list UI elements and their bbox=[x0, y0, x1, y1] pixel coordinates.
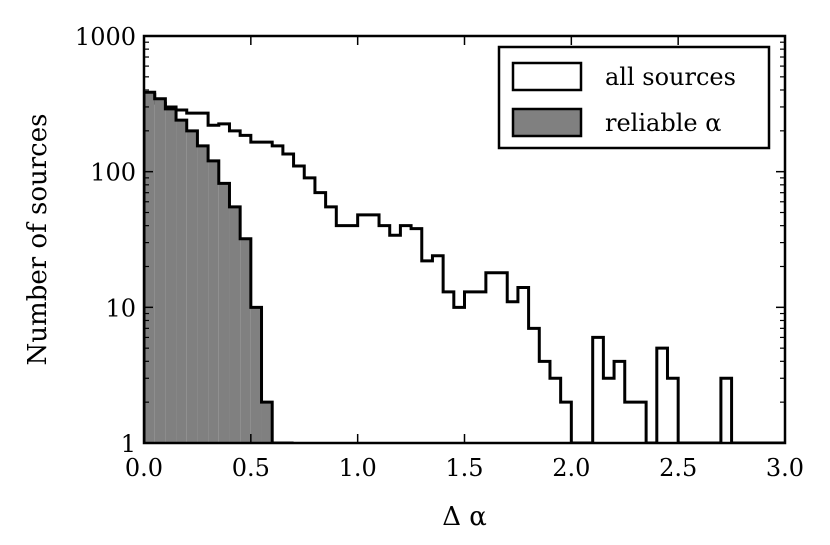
series-layer bbox=[144, 90, 785, 443]
histogram-bin bbox=[550, 378, 561, 443]
histogram-bin bbox=[250, 307, 262, 443]
histogram-bin bbox=[603, 378, 614, 443]
x-tick-label: 3.0 bbox=[766, 454, 804, 482]
histogram-bin bbox=[465, 292, 476, 443]
histogram-bin bbox=[486, 273, 497, 443]
legend: all sources reliable α bbox=[497, 45, 771, 150]
histogram-bin bbox=[336, 226, 347, 443]
histogram-bin bbox=[432, 256, 443, 443]
histogram-bin bbox=[411, 229, 422, 443]
legend-swatch bbox=[511, 107, 583, 138]
histogram-bin bbox=[283, 154, 294, 443]
y-tick-label: 10 bbox=[105, 294, 136, 322]
y-tick-label: 100 bbox=[90, 159, 136, 187]
histogram-bin bbox=[657, 348, 668, 443]
histogram-bin bbox=[529, 328, 540, 443]
histogram-bin bbox=[326, 207, 337, 443]
histogram-bin bbox=[422, 261, 433, 443]
histogram-bin bbox=[507, 302, 518, 443]
histogram-bin bbox=[379, 226, 390, 443]
x-tick-label: 0.0 bbox=[125, 454, 163, 482]
histogram-bin bbox=[262, 142, 273, 443]
histogram-bin bbox=[614, 361, 625, 443]
histogram-bin bbox=[165, 108, 177, 443]
histogram-bin bbox=[261, 402, 273, 443]
histogram-bin bbox=[315, 193, 326, 443]
histogram-bin bbox=[240, 238, 251, 443]
y-tick-label: 1000 bbox=[75, 23, 136, 51]
histogram-bin bbox=[294, 166, 305, 443]
y-axis-label: Number of sources bbox=[23, 114, 53, 366]
histogram-bin bbox=[176, 120, 187, 443]
histogram-bin bbox=[229, 206, 241, 443]
histogram-bin bbox=[197, 145, 209, 443]
histogram-bin bbox=[625, 402, 636, 443]
series-0 bbox=[144, 93, 785, 443]
histogram-bin bbox=[186, 130, 198, 443]
histogram-bin bbox=[347, 226, 358, 443]
x-axis-label: Δ α bbox=[442, 502, 487, 532]
histogram-bin bbox=[518, 288, 529, 443]
histogram-bin bbox=[358, 215, 369, 443]
histogram-bin bbox=[454, 307, 465, 443]
legend-label: reliable α bbox=[605, 109, 721, 137]
histogram-bin bbox=[304, 178, 315, 443]
y-tick-label: 1 bbox=[121, 430, 136, 458]
x-tick-label: 1.0 bbox=[339, 454, 377, 482]
histogram-bin bbox=[667, 378, 678, 443]
legend-label: all sources bbox=[605, 63, 736, 91]
x-tick-label: 1.5 bbox=[445, 454, 483, 482]
histogram-bin bbox=[144, 92, 155, 443]
x-tick-label: 0.5 bbox=[232, 454, 270, 482]
histogram-outline bbox=[144, 93, 785, 443]
histogram-bin bbox=[497, 273, 508, 443]
histogram-bin bbox=[400, 226, 411, 443]
histogram-bin bbox=[721, 378, 732, 443]
legend-swatch bbox=[511, 61, 583, 92]
histogram-bin bbox=[443, 292, 454, 443]
histogram-bin bbox=[593, 337, 604, 443]
histogram-bin bbox=[475, 292, 486, 443]
histogram-bin bbox=[561, 402, 572, 443]
histogram-bin bbox=[208, 160, 219, 443]
histogram-bin bbox=[368, 215, 379, 443]
x-tick-label: 2.0 bbox=[552, 454, 590, 482]
series-1 bbox=[144, 90, 294, 443]
histogram-bin bbox=[539, 361, 550, 443]
histogram-bin bbox=[154, 98, 166, 443]
x-tick-label: 2.5 bbox=[659, 454, 697, 482]
histogram-bin bbox=[218, 183, 230, 443]
ticks-layer: 0.0 0.5 1.0 1.5 2.0 2.5 3.0 1 10 100 1000 bbox=[75, 23, 804, 482]
histogram-outline bbox=[144, 90, 294, 443]
histogram-bin bbox=[635, 402, 646, 443]
histogram-bin bbox=[272, 146, 283, 443]
histogram-bin bbox=[390, 235, 401, 443]
